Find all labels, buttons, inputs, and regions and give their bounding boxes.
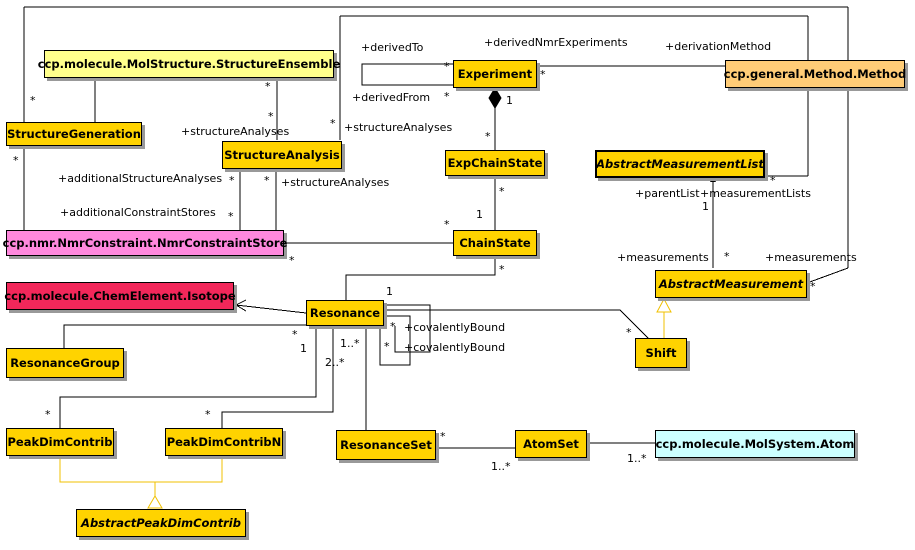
generalization-pdc (59, 455, 156, 498)
generalization-triangle-pdc (147, 495, 163, 509)
class-experiment[interactable]: Experiment (453, 60, 537, 88)
mult-as-right: 1..* (627, 452, 647, 465)
mult-res-shift: * (626, 326, 632, 339)
class-chain-state[interactable]: ChainState (453, 230, 537, 256)
class-atom-set[interactable]: AtomSet (515, 430, 587, 458)
role-covalently-bound-1: +covalentlyBound (404, 321, 506, 334)
mult-am-top: * (724, 250, 730, 263)
role-derived-to: +derivedTo (361, 41, 424, 54)
mult-sa-top: * (268, 110, 274, 123)
mult-sg-top: * (30, 94, 36, 107)
mult-exp-comp: 1 (506, 94, 513, 107)
mult-ncs-left: * (228, 210, 234, 223)
role-additional-constraint-stores: +additionalConstraintStores (60, 206, 216, 219)
class-abstract-measurement-list[interactable]: AbstractMeasurementList (595, 150, 765, 178)
class-isotope[interactable]: ccp.molecule.ChemElement.Isotope (4, 282, 236, 310)
class-resonance-group[interactable]: ResonanceGroup (6, 348, 124, 378)
class-structure-generation[interactable]: StructureGeneration (6, 122, 142, 146)
mult-as-left: 1..* (491, 460, 511, 473)
mult-res-pdc: 2..* (325, 356, 345, 369)
mult-res-cov2: * (384, 340, 390, 353)
class-peak-dim-contrib-n[interactable]: PeakDimContribN (165, 428, 283, 456)
link-res-rg (63, 324, 306, 348)
link-res-pdc (59, 326, 317, 428)
role-structure-analyses-exp: +structureAnalyses (344, 121, 453, 134)
mult-exp-left-bottom: * (444, 90, 450, 103)
class-abstract-measurement[interactable]: AbstractMeasurement (655, 270, 807, 298)
mult-am-right: * (810, 280, 816, 293)
mult-rs-right: * (440, 430, 446, 443)
link-am-frame (806, 267, 849, 284)
mult-sa-bl: * (229, 174, 235, 187)
mult-cs-left: * (444, 218, 450, 231)
link-res-isotope (235, 304, 307, 314)
class-atom[interactable]: ccp.molecule.MolSystem.Atom (655, 430, 855, 458)
generalization-pdcn (155, 455, 223, 483)
class-resonance-set[interactable]: ResonanceSet (336, 430, 436, 460)
class-structure-ensemble[interactable]: ccp.molecule.MolStructure.StructureEnsem… (38, 50, 340, 78)
composition-diamond (488, 87, 502, 109)
class-exp-chain-state[interactable]: ExpChainState (445, 150, 545, 176)
role-measurements-frame: +measurements (765, 251, 857, 264)
mult-ncs-bottom: * (289, 254, 295, 267)
class-resonance[interactable]: Resonance (306, 300, 384, 326)
link-exp-self (361, 63, 453, 86)
role-additional-structure-analyses: +additionalStructureAnalyses (58, 172, 223, 185)
role-measurement-lists: +measurementLists (700, 187, 811, 200)
class-method[interactable]: ccp.general.Method.Method (724, 60, 906, 88)
class-nmr-constraint-store[interactable]: ccp.nmr.NmrConstraint.NmrConstraintStore (3, 230, 287, 256)
role-measurements-list: +measurements (617, 251, 709, 264)
mult-res-isotope: 1 (386, 285, 393, 298)
class-peak-dim-contrib[interactable]: PeakDimContrib (6, 428, 114, 456)
class-abstract-peak-dim-contrib[interactable]: AbstractPeakDimContrib (76, 509, 246, 537)
mult-se-bottom: * (265, 80, 271, 93)
role-covalently-bound-2: +covalentlyBound (404, 341, 506, 354)
mult-sa-right: * (330, 117, 336, 130)
mult-pdc-top: * (45, 408, 51, 421)
class-structure-analysis[interactable]: StructureAnalysis (222, 141, 342, 169)
mult-sg-bottom: * (13, 154, 19, 167)
mult-cs-bottom: * (499, 263, 505, 276)
link-res-cov-1 (385, 304, 431, 353)
role-derived-nmr-experiments: +derivedNmrExperiments (484, 36, 628, 49)
link-res-pdcn (221, 326, 334, 428)
mult-aml-one: 1 (702, 200, 709, 213)
link-res-cov-2 (379, 315, 411, 366)
navigability-arrow-aml (710, 176, 716, 182)
mult-sa-br: * (264, 174, 270, 187)
mult-res-cov1: * (390, 320, 396, 333)
mult-cs-top: 1 (476, 208, 483, 221)
role-derived-from: +derivedFrom (352, 91, 431, 104)
mult-aml-right: * (770, 174, 776, 187)
role-structure-analyses-se: +structureAnalyses (181, 125, 290, 138)
mult-ecs-top: * (485, 130, 491, 143)
mult-res-pdcn: 1..* (340, 337, 360, 350)
mult-res-rg-one: 1 (300, 342, 307, 355)
arrowhead-isotope (234, 299, 247, 312)
link-res-shift (385, 309, 651, 341)
mult-exp-left-top: * (444, 60, 450, 73)
role-derivation-method: +derivationMethod (665, 40, 772, 53)
mult-res-rg-star: * (292, 328, 298, 341)
generalization-triangle-shift (656, 297, 672, 313)
class-shift[interactable]: Shift (635, 338, 687, 368)
mult-pdcn-top: * (205, 408, 211, 421)
link-cs-res (345, 256, 496, 300)
role-parent-list: +parentList (635, 187, 700, 200)
mult-ecs-bottom: * (499, 185, 505, 198)
role-structure-analyses-ncs: +structureAnalyses (281, 176, 390, 189)
mult-exp-right: * (540, 68, 546, 81)
